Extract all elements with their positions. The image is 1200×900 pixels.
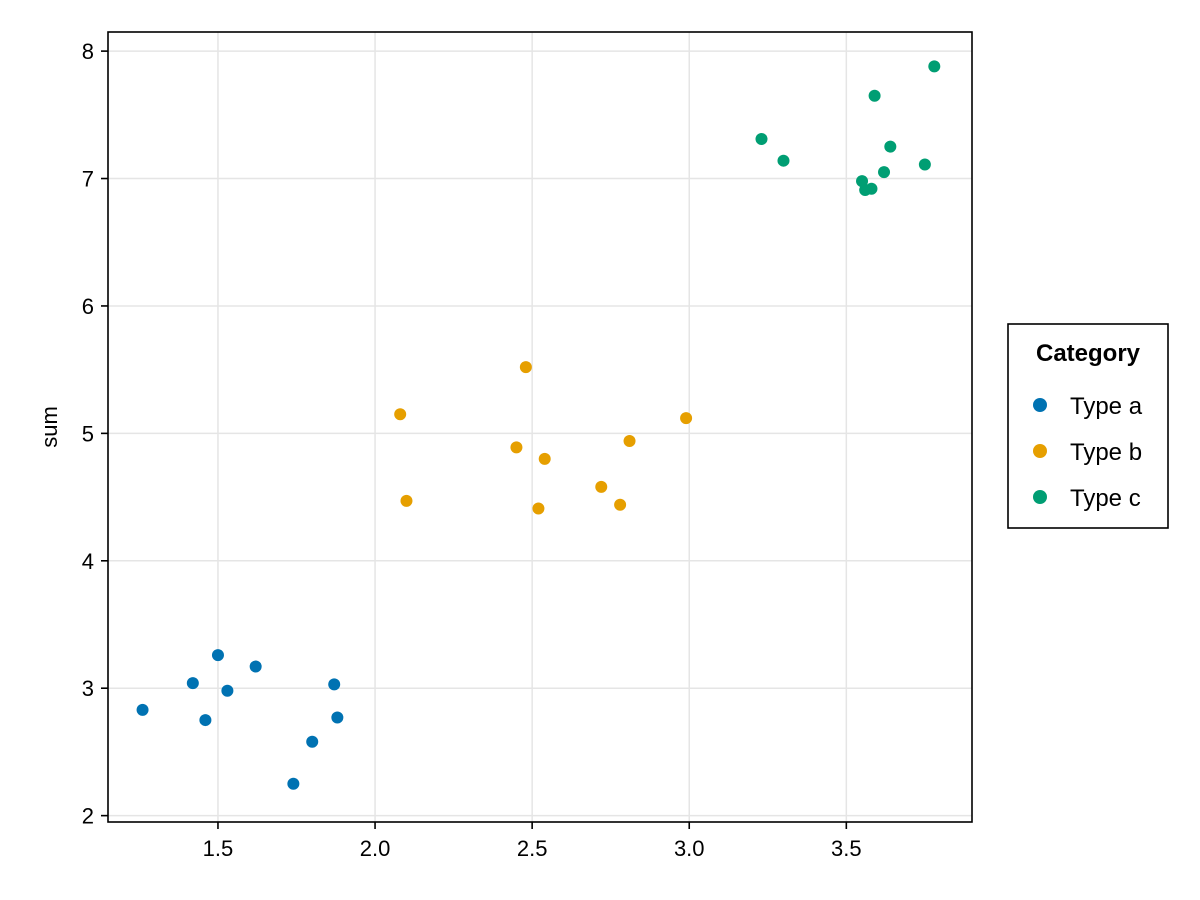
- data-point: [249, 660, 262, 673]
- x-tick-label: 2.5: [517, 836, 548, 861]
- data-point: [868, 89, 881, 102]
- legend-title: Category: [1036, 340, 1141, 367]
- data-point: [878, 166, 891, 179]
- ticks-layer: 1.5 2.0 2.5 3.0 3.5 2 3 4 5 6 7 8: [82, 39, 862, 861]
- data-point: [918, 158, 931, 171]
- data-point: [928, 60, 941, 73]
- data-point: [777, 154, 790, 167]
- data-point: [510, 441, 523, 454]
- data-point: [306, 735, 319, 748]
- x-tick-label: 1.5: [203, 836, 234, 861]
- y-tick-label: 5: [82, 421, 94, 446]
- data-point: [400, 494, 413, 507]
- data-point: [680, 412, 693, 425]
- data-point: [755, 133, 768, 146]
- legend-marker: [1033, 444, 1047, 458]
- data-point: [623, 435, 636, 448]
- data-point: [532, 502, 545, 515]
- data-point: [865, 182, 878, 195]
- legend: Category Type a Type b Type c: [1007, 323, 1169, 529]
- grid-layer: [108, 32, 972, 822]
- data-point: [186, 677, 199, 690]
- legend-marker: [1033, 398, 1047, 412]
- legend-label: Type a: [1070, 393, 1143, 420]
- points-layer: [136, 60, 941, 790]
- y-tick-label: 2: [82, 804, 94, 829]
- data-point: [538, 452, 551, 465]
- y-tick-label: 4: [82, 549, 94, 574]
- y-tick-label: 8: [82, 39, 94, 64]
- y-tick-label: 7: [82, 167, 94, 192]
- legend-label: Type b: [1070, 439, 1142, 466]
- legend-marker: [1033, 490, 1047, 504]
- data-point: [199, 714, 212, 727]
- x-tick-label: 3.5: [831, 836, 862, 861]
- data-point: [884, 140, 897, 153]
- x-tick-label: 3.0: [674, 836, 705, 861]
- x-tick-label: 2.0: [360, 836, 391, 861]
- legend-label: Type c: [1070, 485, 1141, 512]
- data-point: [211, 649, 224, 662]
- y-tick-label: 6: [82, 294, 94, 319]
- data-point: [614, 498, 627, 511]
- y-tick-label: 3: [82, 676, 94, 701]
- data-point: [519, 361, 532, 374]
- data-point: [328, 678, 341, 691]
- data-point: [221, 684, 234, 697]
- legend-items: Type a Type b Type c: [1033, 393, 1143, 512]
- data-point: [394, 408, 407, 421]
- y-axis-label: sum: [37, 406, 62, 448]
- data-point: [287, 777, 300, 790]
- plot-frame: [107, 31, 973, 823]
- data-point: [595, 480, 608, 493]
- data-point: [136, 703, 149, 716]
- data-point: [331, 711, 344, 724]
